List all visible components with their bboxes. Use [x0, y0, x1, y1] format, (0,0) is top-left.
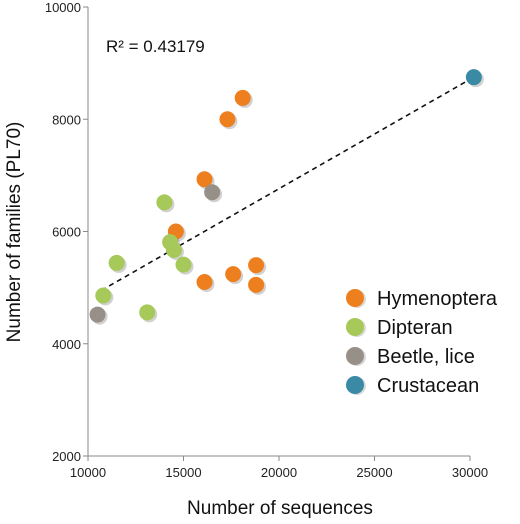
- data-points: [89, 69, 484, 325]
- data-point-hymenoptera: [225, 266, 242, 283]
- data-point-beetle-lice: [89, 306, 106, 323]
- data-point-hymenoptera: [234, 89, 251, 106]
- data-point-dipteran: [165, 242, 182, 259]
- data-point-dipteran: [156, 194, 173, 211]
- legend-label-crustacean: Crustacean: [377, 375, 479, 397]
- y-tick-label: 10000: [45, 0, 81, 15]
- legend-marker-dipteran: [346, 318, 364, 336]
- y-tick-label: 8000: [52, 112, 81, 127]
- x-axis-title: Number of sequences: [187, 498, 373, 519]
- x-tick-label: 10000: [70, 465, 106, 480]
- data-point-dipteran: [175, 256, 192, 273]
- legend-label-beetle-lice: Beetle, lice: [377, 346, 475, 368]
- y-tick-label: 2000: [52, 449, 81, 464]
- data-point-dipteran: [108, 254, 125, 271]
- data-point-hymenoptera: [248, 276, 265, 293]
- data-point-dipteran: [139, 304, 156, 321]
- y-tick-label: 4000: [52, 337, 81, 352]
- trendline: [100, 76, 475, 292]
- x-tick-label: 25000: [356, 465, 392, 480]
- data-point-hymenoptera: [248, 257, 265, 274]
- trendline-group: [100, 76, 475, 292]
- legend-label-dipteran: Dipteran: [377, 317, 453, 339]
- r-squared-annotation: R² = 0.43179: [106, 37, 205, 56]
- legend-marker-beetle-lice: [346, 347, 364, 365]
- x-tick-label: 20000: [261, 465, 297, 480]
- ticks: 10000 15000 20000 25000 30000 2000 4000 6000 800…: [45, 0, 488, 480]
- legend-marker-crustacean: [346, 376, 364, 394]
- data-point-crustacean: [465, 69, 482, 86]
- y-tick-label: 6000: [52, 225, 81, 240]
- y-axis-title: Number of families (PL70): [4, 122, 25, 343]
- legend: Hymenoptera Dipteran Beetle, lice Crustacea…: [346, 288, 498, 397]
- data-point-beetle-lice: [204, 184, 221, 201]
- legend-marker-hymenoptera: [346, 289, 364, 307]
- legend-label-hymenoptera: Hymenoptera: [377, 288, 498, 310]
- data-point-hymenoptera: [196, 274, 213, 291]
- data-point-dipteran: [95, 287, 112, 304]
- x-tick-label: 15000: [165, 465, 201, 480]
- data-point-hymenoptera: [196, 171, 213, 188]
- x-tick-label: 30000: [452, 465, 488, 480]
- data-point-hymenoptera: [219, 111, 236, 128]
